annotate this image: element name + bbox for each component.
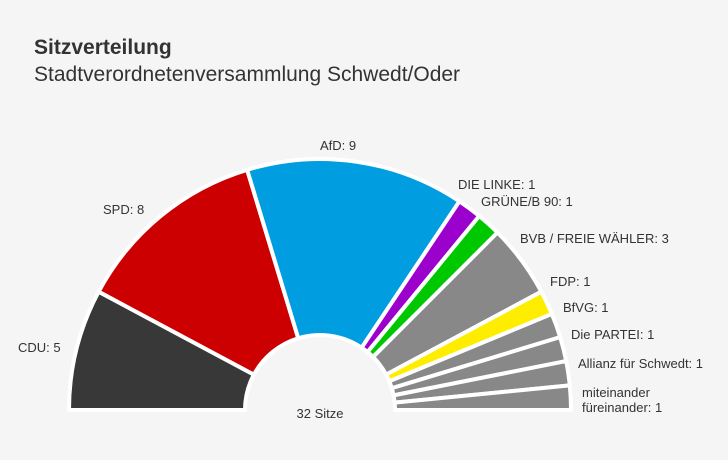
- slice-label: FDP: 1: [550, 274, 590, 289]
- chart-title: Sitzverteilung: [34, 36, 172, 59]
- slice-spd: [96, 167, 301, 377]
- slice-label: SPD: 8: [103, 202, 144, 217]
- slice-label: DIE LINKE: 1: [458, 177, 535, 192]
- slice-miteinander-f-reinander: [392, 383, 573, 412]
- chart-subtitle: Stadtverordnetenversammlung Schwedt/Oder: [34, 63, 461, 86]
- slice-label: BVB / FREIE WÄHLER: 3: [520, 231, 669, 246]
- slice-label: miteinander füreinander: 1: [582, 385, 662, 415]
- center-label: 32 Sitze: [297, 406, 344, 421]
- slice-label: CDU: 5: [18, 340, 61, 355]
- slice-label: Allianz für Schwedt: 1: [578, 356, 703, 371]
- slice-afd: [245, 157, 462, 350]
- slice-label: BfVG: 1: [563, 300, 609, 315]
- slice-label: AfD: 9: [320, 138, 356, 153]
- slice-label: GRÜNE/B 90: 1: [481, 194, 573, 209]
- slice-label: Die PARTEI: 1: [571, 327, 654, 342]
